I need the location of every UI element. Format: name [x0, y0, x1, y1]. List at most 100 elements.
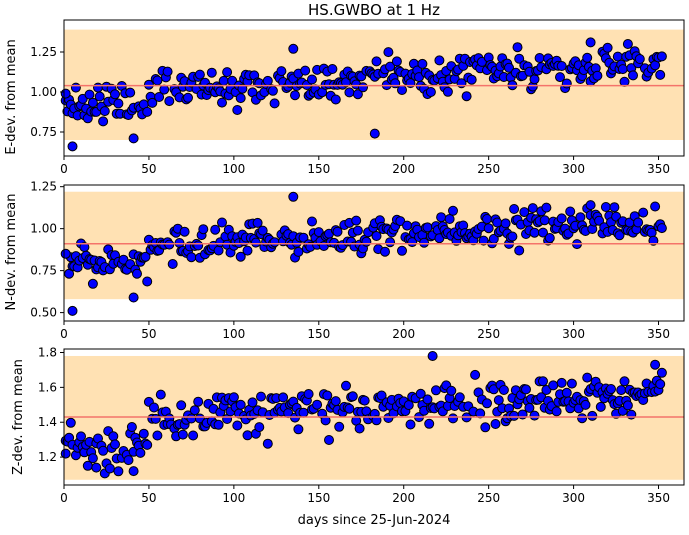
x-tick-label: 300	[562, 327, 585, 341]
data-point	[276, 66, 287, 77]
data-point	[110, 439, 120, 450]
data-point	[162, 66, 173, 77]
data-point	[242, 430, 253, 441]
data-point	[256, 391, 266, 402]
data-point	[369, 128, 380, 139]
data-point	[228, 392, 239, 403]
data-point	[614, 230, 625, 241]
data-point	[352, 89, 363, 100]
x-tick-label: 200	[392, 162, 415, 176]
data-point	[217, 217, 227, 228]
y-tick-label: 1.25	[30, 180, 57, 194]
data-point	[194, 69, 205, 80]
y-tick-label: 1.4	[38, 415, 57, 429]
data-point	[206, 67, 217, 78]
data-point	[179, 226, 190, 237]
data-point	[541, 202, 552, 213]
data-point	[371, 56, 382, 67]
plot-frame	[63, 348, 685, 486]
data-point	[278, 392, 289, 403]
data-point	[213, 419, 224, 430]
data-point	[154, 92, 165, 102]
data-point	[247, 397, 258, 408]
data-point	[561, 78, 572, 89]
data-point	[470, 369, 481, 380]
data-point	[140, 251, 151, 262]
x-tick-label: 100	[222, 491, 245, 505]
data-point	[347, 391, 358, 402]
data-point	[257, 225, 268, 236]
data-point	[397, 245, 407, 256]
x-axis-label: days since 25-Jun-2024	[298, 513, 451, 528]
data-point	[482, 214, 492, 224]
data-point	[60, 88, 71, 99]
data-point	[655, 69, 666, 80]
data-point	[138, 428, 149, 439]
data-point	[538, 376, 548, 387]
data-point	[344, 87, 355, 98]
data-point	[594, 215, 605, 226]
data-point	[361, 236, 372, 247]
y-tick-label: 1.25	[30, 45, 57, 59]
data-point	[320, 415, 331, 426]
data-point	[344, 403, 355, 414]
data-point	[307, 216, 317, 227]
data-point	[128, 292, 139, 303]
data-point	[60, 448, 71, 459]
data-point	[303, 389, 314, 399]
x-tick-label: 250	[477, 491, 500, 505]
x-tick-label: 150	[307, 491, 330, 505]
data-point	[656, 51, 667, 62]
data-point	[622, 39, 633, 49]
data-point	[250, 237, 261, 248]
plot-frame	[63, 19, 685, 157]
data-point	[235, 251, 246, 262]
data-point	[609, 202, 620, 213]
data-point	[354, 423, 365, 434]
data-point	[298, 232, 309, 243]
data-point	[585, 37, 596, 48]
data-point	[519, 207, 530, 218]
data-point	[298, 407, 309, 418]
data-point	[152, 430, 163, 441]
data-point	[94, 91, 105, 102]
data-point	[509, 410, 520, 421]
y-tick-label: 1.6	[38, 380, 57, 394]
data-point	[466, 74, 477, 85]
data-point	[504, 62, 514, 73]
data-point	[529, 227, 540, 238]
data-point	[656, 367, 667, 378]
data-point	[498, 385, 509, 395]
data-point	[176, 400, 187, 411]
data-point	[648, 235, 659, 246]
x-tick-label: 150	[307, 162, 330, 176]
data-point	[556, 61, 567, 71]
data-point	[424, 418, 435, 429]
data-point	[561, 387, 572, 398]
x-tick-label: 300	[562, 162, 585, 176]
x-tick-label: 50	[141, 491, 156, 505]
x-tick-label: 100	[222, 327, 245, 341]
data-point	[312, 399, 323, 410]
data-point	[415, 388, 426, 399]
data-point	[210, 224, 221, 235]
data-point	[419, 237, 430, 248]
data-point	[461, 91, 472, 102]
data-point	[514, 245, 525, 256]
data-point	[142, 106, 153, 117]
x-tick-label: 100	[222, 162, 245, 176]
data-point	[490, 419, 501, 429]
data-point	[159, 84, 170, 95]
data-point	[193, 396, 204, 407]
data-point	[500, 218, 511, 229]
data-point	[189, 405, 200, 416]
x-tick-label: 150	[307, 327, 330, 341]
data-point	[385, 61, 396, 72]
data-point	[254, 422, 265, 433]
data-point	[444, 214, 455, 224]
data-point	[582, 372, 593, 383]
data-point	[521, 384, 531, 395]
data-point	[76, 431, 86, 442]
data-point	[108, 431, 119, 442]
data-point	[327, 64, 338, 74]
